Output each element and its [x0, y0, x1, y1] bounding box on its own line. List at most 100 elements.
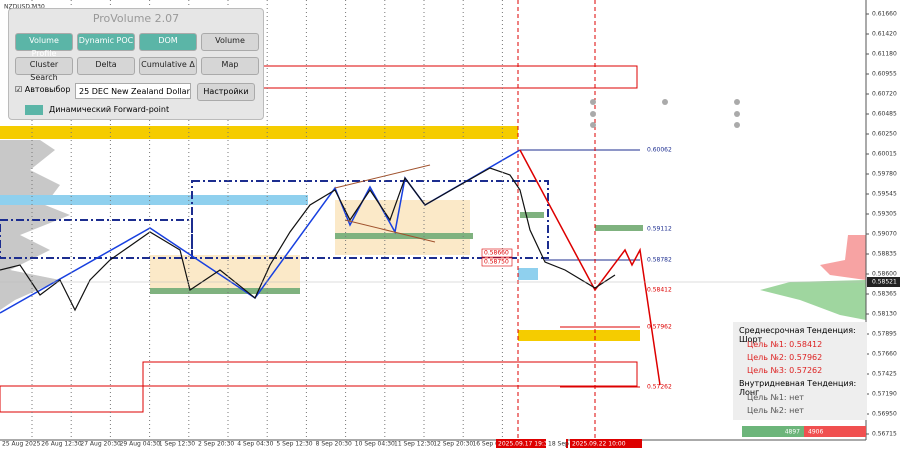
volume-sell: 4906: [808, 429, 823, 436]
price-label: 0.58130: [872, 311, 897, 318]
auto-select-label: Автовыбор: [24, 85, 71, 94]
panel-button[interactable]: Delta: [77, 57, 135, 75]
time-marker-box: [546, 439, 566, 448]
level-label: 0.58412: [647, 287, 672, 294]
panel-button[interactable]: DOM: [139, 33, 197, 51]
intraday-trend: Внутридневная Тенденция: Лонг: [739, 379, 857, 397]
price-label: 0.60485: [872, 111, 897, 118]
zone: [150, 255, 300, 290]
zone: [335, 233, 473, 239]
panel-button[interactable]: Cluster Search: [15, 57, 73, 82]
forward-label: Динамический Forward-point: [49, 105, 170, 114]
poc-box: [481, 257, 513, 267]
price-label: 0.61180: [872, 51, 897, 58]
level-label: 0.60062: [647, 147, 672, 154]
price-label: 0.56715: [872, 431, 897, 438]
price-label: 0.59780: [872, 171, 897, 178]
time-label: 26 Aug 12:30: [41, 441, 82, 448]
price-label: 0.59545: [872, 191, 897, 198]
price-label: 0.60015: [872, 151, 897, 158]
price-label: 0.58365: [872, 291, 897, 298]
info-box: Среднесрочная Тенденция: Шорт Цель №1: 0…: [733, 322, 867, 420]
time-label: 16 Sep 04:30: [472, 441, 512, 448]
zone: [518, 330, 640, 341]
panel-button[interactable]: Dynamic POC: [77, 33, 135, 51]
price-label: 0.59070: [872, 231, 897, 238]
zone: [518, 268, 538, 280]
target: Цель №2: нет: [747, 406, 804, 415]
panel-button[interactable]: Volume: [201, 33, 259, 51]
target: Цель №1: 0.58412: [747, 340, 823, 349]
price-label: 0.59305: [872, 211, 897, 218]
trend-line: [334, 164, 431, 189]
forward-toggle[interactable]: [25, 105, 43, 115]
time-label: 1 Sep 12:30: [159, 441, 195, 448]
zone: [595, 225, 643, 231]
zone: [520, 212, 544, 218]
trend-line: [344, 219, 436, 243]
price-label: 0.61420: [872, 31, 897, 38]
price-label: 0.60720: [872, 91, 897, 98]
poc-label: 0.58660: [484, 250, 509, 257]
price-label: 0.57190: [872, 391, 897, 398]
poc-label: 0.58750: [484, 259, 509, 266]
time-marker-box: [570, 439, 642, 448]
level-label: 0.57962: [647, 324, 672, 331]
zone: [0, 126, 518, 139]
time-label: 4 Sep 04:30: [237, 441, 273, 448]
time-label: 11 Sep 12:30: [394, 441, 434, 448]
symbol: NZDUSD,M30: [4, 4, 45, 11]
price-label: 0.56950: [872, 411, 897, 418]
buy-profile: [760, 280, 866, 320]
price-label: 0.57895: [872, 331, 897, 338]
zone: [335, 200, 470, 255]
target: Цель №1: нет: [747, 393, 804, 402]
price-label: 0.60955: [872, 71, 897, 78]
panel-title: ProVolume 2.07: [92, 12, 180, 25]
volume-buy: 4897: [785, 429, 800, 436]
level-box: [142, 361, 638, 387]
panel-button[interactable]: Volume Profile: [15, 33, 73, 58]
price-label: 0.58835: [872, 251, 897, 258]
zone: [150, 288, 300, 294]
time-marker-box: [496, 439, 568, 448]
settings-button[interactable]: Настройки: [197, 83, 255, 101]
auto-select[interactable]: ☑ Автовыбор: [15, 85, 71, 94]
time-label: 27 Aug 20:30: [80, 441, 121, 448]
channel-box: [191, 180, 549, 259]
level-label: 0.58782: [647, 257, 672, 264]
time-label: 10 Sep 04:30: [355, 441, 395, 448]
time-marker-label: 2025.09.22 10:00: [572, 441, 626, 448]
instrument-select[interactable]: 25 DEC New Zealand Dollar: [75, 83, 191, 99]
price-line: [0, 167, 616, 312]
current-price: 0.58521: [872, 279, 897, 286]
time-marker-label: 18 Sep: [548, 441, 569, 448]
time-label: 5 Sep 12:30: [276, 441, 312, 448]
poc-box: [481, 248, 513, 258]
time-label: 12 Sep 20:30: [433, 441, 473, 448]
time-label: 8 Sep 20:30: [316, 441, 352, 448]
price-label: 0.60250: [872, 131, 897, 138]
level-label: 0.59112: [647, 226, 672, 233]
mid-trend: Среднесрочная Тенденция: Шорт: [739, 326, 856, 344]
time-label: 25 Aug 2025: [2, 441, 41, 448]
time-label: 2 Sep 20:30: [198, 441, 234, 448]
zone: [0, 195, 308, 205]
panel-button[interactable]: Cumulative Δ: [139, 57, 197, 75]
time-marker-label: 2025.09.17 19:30: [498, 441, 552, 448]
panel-button[interactable]: Map: [201, 57, 259, 75]
target: Цель №2: 0.57962: [747, 353, 823, 362]
dots: [590, 99, 740, 128]
forecast-line: [519, 149, 661, 386]
time-label: 29 Aug 04:30: [120, 441, 161, 448]
price-label: 0.57425: [872, 371, 897, 378]
price-label: 0.57660: [872, 351, 897, 358]
target: Цель №3: 0.57262: [747, 366, 823, 375]
sell-profile: [820, 235, 866, 280]
level-label: 0.57262: [647, 384, 672, 391]
provolume-panel: ProVolume 2.07 Volume Profile Dynamic POC…: [8, 8, 264, 120]
volume-bar: [742, 426, 804, 437]
volume-profile: [0, 140, 70, 310]
